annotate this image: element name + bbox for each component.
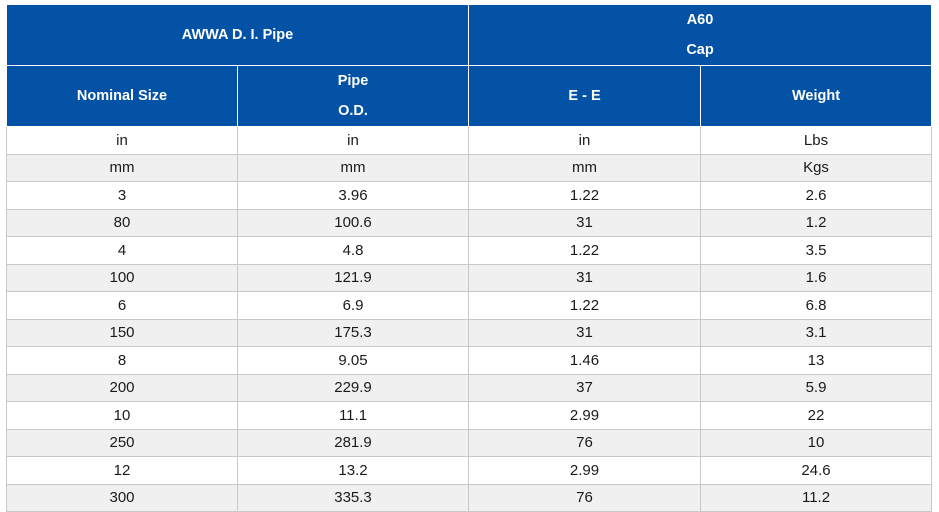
cell-nominal-size: mm bbox=[6, 153, 238, 182]
cell-nominal-size: 300 bbox=[6, 483, 238, 512]
table-row: 3 3.96 1.22 2.6 bbox=[6, 181, 933, 210]
table-row: 100 121.9 31 1.6 bbox=[6, 263, 933, 292]
cell-e-e: 1.22 bbox=[468, 236, 702, 265]
cell-pipe-od: 100.6 bbox=[236, 208, 470, 237]
header-model-label: A60 bbox=[686, 12, 714, 28]
cell-pipe-od: in bbox=[236, 126, 470, 155]
cell-pipe-od: 13.2 bbox=[236, 456, 470, 485]
cell-nominal-size: 6 bbox=[6, 291, 238, 320]
cell-nominal-size: 150 bbox=[6, 318, 238, 347]
header-cap-group: A60 Cap bbox=[468, 4, 933, 66]
header-nominal-size-label: Nominal Size bbox=[76, 88, 168, 104]
cell-nominal-size: 4 bbox=[6, 236, 238, 265]
cell-nominal-size: 8 bbox=[6, 346, 238, 375]
cell-pipe-od: 229.9 bbox=[236, 373, 470, 402]
header-group-row: AWWA D. I. Pipe A60 Cap bbox=[5, 4, 933, 66]
cell-weight: 1.2 bbox=[700, 208, 933, 237]
cell-weight: 13 bbox=[700, 346, 933, 375]
cell-e-e: 1.22 bbox=[468, 181, 702, 210]
cell-weight: 3.5 bbox=[700, 236, 933, 265]
cell-weight: 2.6 bbox=[700, 181, 933, 210]
cell-nominal-size: in bbox=[6, 126, 238, 155]
cell-e-e: 1.46 bbox=[468, 346, 702, 375]
cell-e-e: 76 bbox=[468, 428, 702, 457]
header-nominal-size: Nominal Size bbox=[6, 65, 238, 127]
cell-nominal-size: 100 bbox=[6, 263, 238, 292]
table-row: 4 4.8 1.22 3.5 bbox=[6, 236, 933, 265]
table-body: in in in Lbs mm mm mm Kgs 3 3.96 1.22 2.6 80 100.6 31 1… bbox=[6, 126, 933, 512]
cell-e-e: 76 bbox=[468, 483, 702, 512]
cell-weight: 10 bbox=[700, 428, 933, 457]
cell-pipe-od: 175.3 bbox=[236, 318, 470, 347]
cell-e-e: 31 bbox=[468, 263, 702, 292]
cell-nominal-size: 12 bbox=[6, 456, 238, 485]
cell-weight: 22 bbox=[700, 401, 933, 430]
cell-weight: Kgs bbox=[700, 153, 933, 182]
cell-nominal-size: 3 bbox=[6, 181, 238, 210]
cell-weight: Lbs bbox=[700, 126, 933, 155]
header-pipe-group: AWWA D. I. Pipe bbox=[5, 4, 470, 66]
table-row: 300 335.3 76 11.2 bbox=[6, 483, 933, 512]
spec-table-container: AWWA D. I. Pipe A60 Cap Nominal Size Pip… bbox=[5, 4, 933, 512]
table-row: in in in Lbs bbox=[6, 126, 933, 155]
cell-nominal-size: 10 bbox=[6, 401, 238, 430]
table-row: 80 100.6 31 1.2 bbox=[6, 208, 933, 237]
table-row: 10 11.1 2.99 22 bbox=[6, 401, 933, 430]
header-pipe-od: Pipe O.D. bbox=[236, 65, 470, 127]
cell-e-e: 2.99 bbox=[468, 401, 702, 430]
table-row: 12 13.2 2.99 24.6 bbox=[6, 456, 933, 485]
cell-nominal-size: 250 bbox=[6, 428, 238, 457]
cell-weight: 3.1 bbox=[700, 318, 933, 347]
cell-e-e: in bbox=[468, 126, 702, 155]
cell-e-e: 31 bbox=[468, 208, 702, 237]
header-column-row: Nominal Size Pipe O.D. E - E Weight bbox=[6, 65, 933, 127]
header-pipe-label: Pipe bbox=[337, 73, 369, 89]
cell-weight: 24.6 bbox=[700, 456, 933, 485]
cell-weight: 11.2 bbox=[700, 483, 933, 512]
cell-weight: 1.6 bbox=[700, 263, 933, 292]
cell-pipe-od: 9.05 bbox=[236, 346, 470, 375]
cell-pipe-od: 3.96 bbox=[236, 181, 470, 210]
table-row: 150 175.3 31 3.1 bbox=[6, 318, 933, 347]
cell-pipe-od: 11.1 bbox=[236, 401, 470, 430]
table-row: 200 229.9 37 5.9 bbox=[6, 373, 933, 402]
header-weight: Weight bbox=[700, 65, 933, 127]
table-row: 6 6.9 1.22 6.8 bbox=[6, 291, 933, 320]
cell-e-e: 37 bbox=[468, 373, 702, 402]
cell-pipe-od: 121.9 bbox=[236, 263, 470, 292]
cell-weight: 5.9 bbox=[700, 373, 933, 402]
cell-e-e: 1.22 bbox=[468, 291, 702, 320]
cell-pipe-od: mm bbox=[236, 153, 470, 182]
spec-table: AWWA D. I. Pipe A60 Cap Nominal Size Pip… bbox=[5, 4, 933, 512]
cell-e-e: 2.99 bbox=[468, 456, 702, 485]
header-od-label: O.D. bbox=[338, 103, 368, 119]
cell-pipe-od: 335.3 bbox=[236, 483, 470, 512]
cell-pipe-od: 4.8 bbox=[236, 236, 470, 265]
header-product-label: Cap bbox=[686, 42, 714, 58]
cell-nominal-size: 80 bbox=[6, 208, 238, 237]
table-row: mm mm mm Kgs bbox=[6, 153, 933, 182]
header-pipe-group-label: AWWA D. I. Pipe bbox=[181, 27, 294, 43]
table-row: 8 9.05 1.46 13 bbox=[6, 346, 933, 375]
header-weight-label: Weight bbox=[791, 88, 841, 104]
cell-e-e: 31 bbox=[468, 318, 702, 347]
header-e-e-label: E - E bbox=[568, 88, 601, 104]
cell-pipe-od: 281.9 bbox=[236, 428, 470, 457]
header-e-e: E - E bbox=[468, 65, 702, 127]
cell-e-e: mm bbox=[468, 153, 702, 182]
cell-pipe-od: 6.9 bbox=[236, 291, 470, 320]
table-row: 250 281.9 76 10 bbox=[6, 428, 933, 457]
cell-nominal-size: 200 bbox=[6, 373, 238, 402]
table-header: AWWA D. I. Pipe A60 Cap Nominal Size Pip… bbox=[5, 4, 933, 127]
cell-weight: 6.8 bbox=[700, 291, 933, 320]
